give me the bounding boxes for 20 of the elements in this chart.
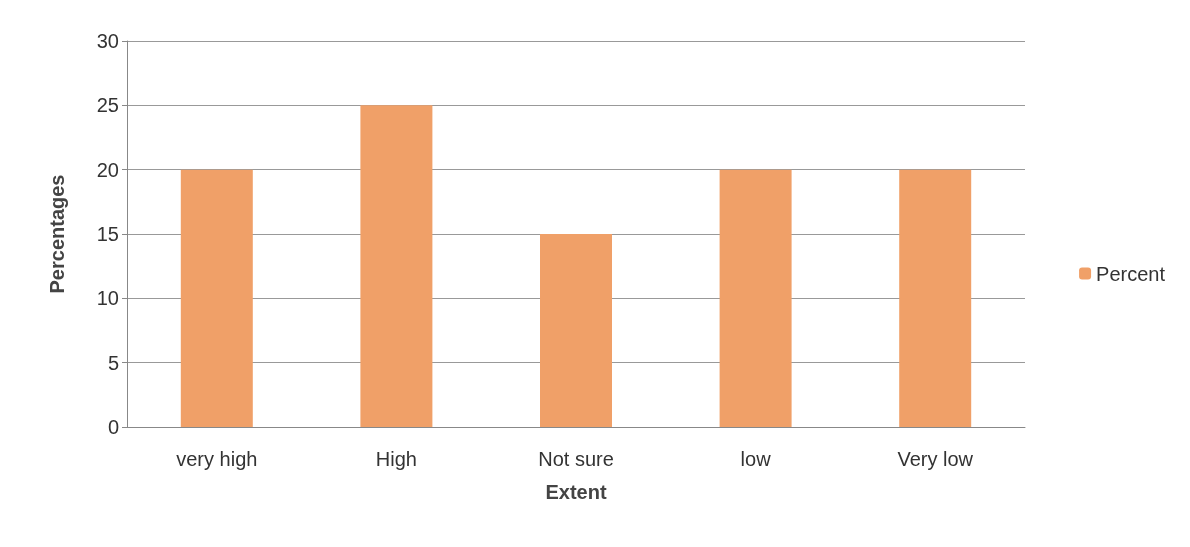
x-tick-label: High: [375, 448, 417, 470]
bar: [899, 169, 972, 427]
x-tick-label: Very low: [897, 448, 974, 470]
bar: [719, 169, 792, 427]
y-tick-label: 30: [96, 30, 119, 52]
bar: [540, 234, 612, 427]
y-tick-label: 10: [96, 287, 119, 310]
y-axis-title: Percentages: [46, 174, 68, 294]
y-tick-label: 20: [96, 158, 119, 181]
x-axis-title: Extent: [545, 481, 607, 503]
x-tick-label: very high: [176, 448, 258, 470]
y-tick-label: 25: [96, 94, 119, 117]
y-tick-label: 0: [107, 416, 119, 438]
bar: [180, 169, 253, 427]
x-tick-label: low: [740, 448, 772, 470]
legend-label: Percent: [1096, 262, 1166, 285]
x-tick-label: Not sure: [538, 448, 614, 470]
bar: [360, 105, 433, 427]
y-tick-label: 5: [107, 351, 119, 374]
y-tick-label: 15: [96, 223, 119, 245]
